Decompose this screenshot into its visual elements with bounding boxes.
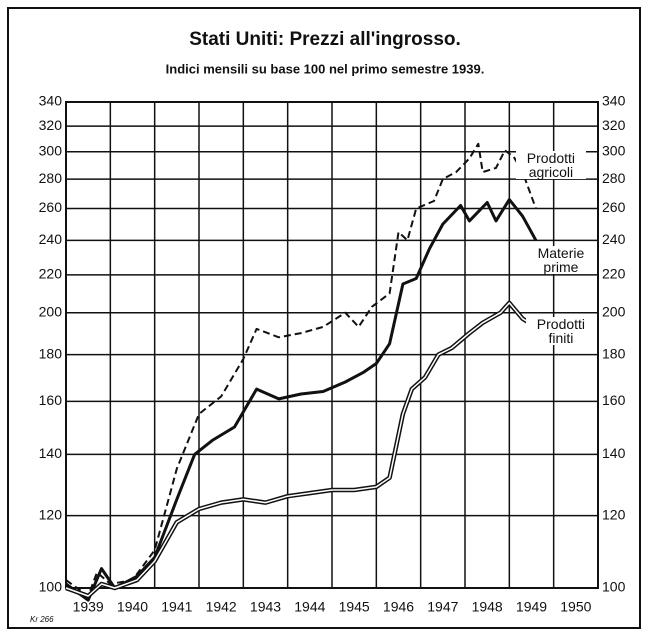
x-tick-label: 1940 (117, 599, 148, 615)
y-tick-label: 140 (39, 445, 63, 461)
y-tick-label: 320 (39, 117, 63, 133)
series-label: Prodotti finiti (525, 316, 596, 345)
line (65, 198, 538, 602)
y-tick-label-right: 220 (602, 266, 626, 282)
x-tick-label: 1939 (73, 599, 104, 615)
y-tick-label: 220 (39, 266, 63, 282)
y-tick-label: 200 (39, 303, 63, 319)
y-tick-label-right: 120 (602, 506, 626, 522)
y-tick-label-right: 340 (602, 93, 626, 109)
y-tick-label-right: 300 (602, 142, 626, 158)
plot-border (65, 101, 599, 589)
x-tick-label: 1949 (516, 599, 547, 615)
y-tick-label-right: 140 (602, 445, 626, 461)
y-tick-label: 160 (39, 392, 63, 408)
y-tick-label: 260 (39, 199, 63, 215)
y-tick-label-right: 160 (602, 392, 626, 408)
x-tick-label: 1947 (427, 599, 458, 615)
series-label: Materie prime (525, 246, 596, 275)
chart-title: Stati Uniti: Prezzi all'ingrosso. (189, 29, 461, 50)
x-tick-label: 1944 (294, 599, 325, 615)
y-tick-label-right: 180 (602, 345, 626, 361)
x-tick-label: 1946 (383, 599, 414, 615)
y-tick-label-right: 260 (602, 199, 626, 215)
x-tick-label: 1941 (161, 599, 192, 615)
y-tick-label: 180 (39, 345, 63, 361)
chart-subtitle: Indici mensili su base 100 nel primo sem… (166, 61, 485, 76)
y-tick-label: 120 (39, 506, 63, 522)
annotation: Kr 266 (30, 615, 54, 624)
series-label: Prodotti agricoli (515, 150, 586, 179)
x-tick-label: 1943 (250, 599, 281, 615)
y-tick-label: 300 (39, 142, 63, 158)
y-tick-label-right: 280 (602, 170, 626, 186)
y-tick-label: 240 (39, 231, 63, 247)
line-inner (65, 302, 537, 597)
y-tick-label-right: 240 (602, 231, 626, 247)
y-tick-label: 280 (39, 170, 63, 186)
y-tick-label-right: 100 (602, 579, 626, 595)
x-tick-label: 1942 (206, 599, 237, 615)
x-tick-label: 1950 (560, 599, 591, 615)
x-tick-label: 1945 (339, 599, 370, 615)
y-tick-label-right: 320 (602, 117, 626, 133)
line (65, 142, 537, 597)
y-tick-label-right: 200 (602, 303, 626, 319)
frame (7, 7, 641, 629)
y-tick-label: 100 (39, 579, 63, 595)
y-tick-label: 340 (39, 93, 63, 109)
x-tick-label: 1948 (472, 599, 503, 615)
